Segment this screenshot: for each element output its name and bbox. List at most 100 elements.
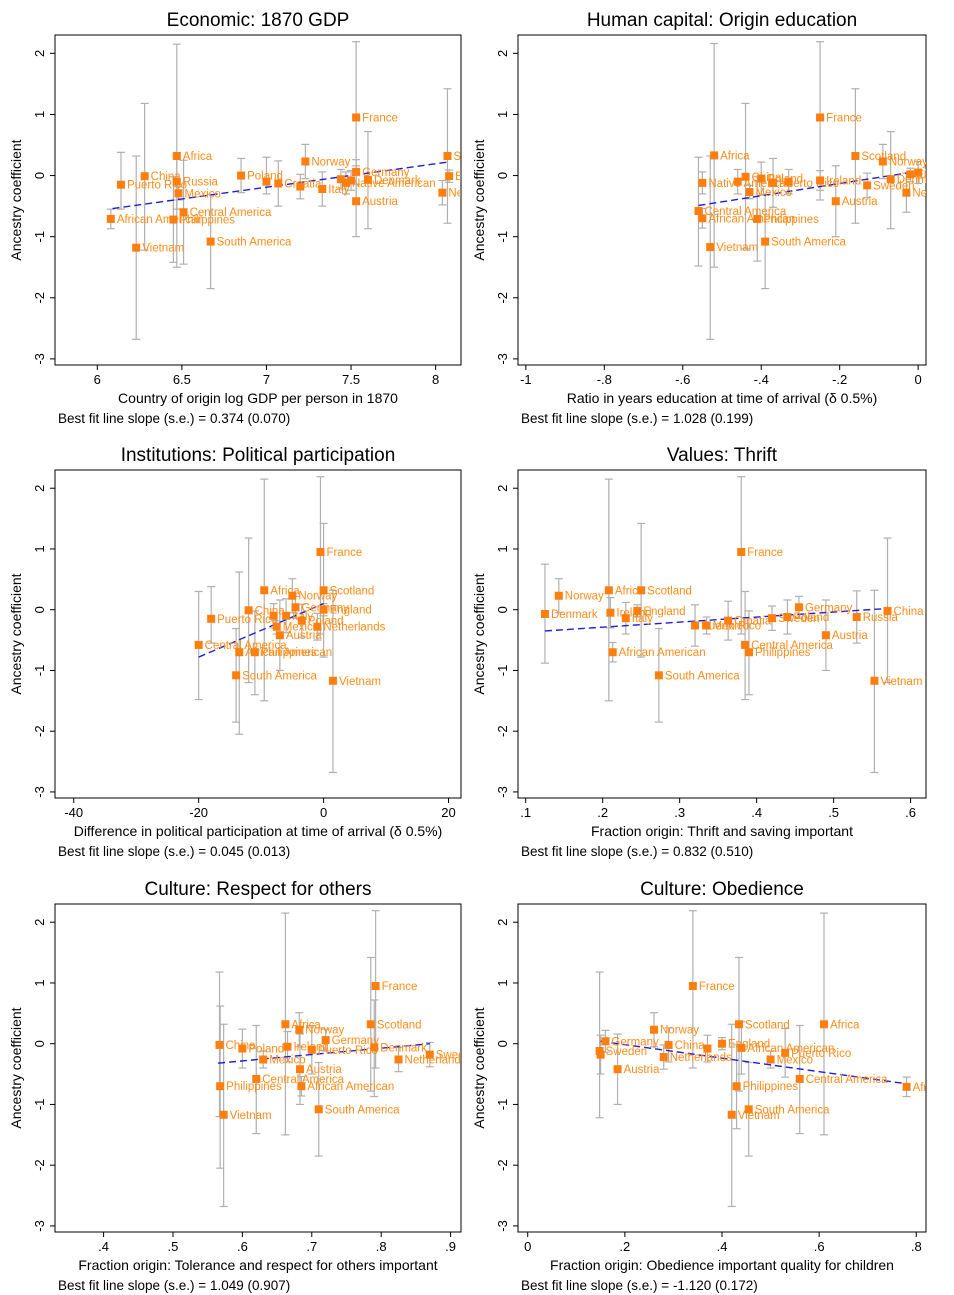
- y-tick-label: 2: [32, 50, 47, 57]
- plot-frame: [54, 903, 462, 1233]
- plot-frame: [517, 903, 927, 1233]
- x-axis-label: Fraction origin: Tolerance and respect f…: [78, 1257, 437, 1273]
- panel-6: Culture: Obedience Ancestry coefficient -3…: [471, 879, 927, 1293]
- point-label: Denmark: [380, 1042, 427, 1054]
- data-point: [438, 188, 447, 197]
- data-point: [633, 606, 642, 615]
- data-point: [194, 640, 203, 649]
- x-tick-label: 20: [441, 805, 455, 820]
- point-label: South America: [771, 237, 846, 249]
- point-label: Russia: [863, 612, 899, 624]
- y-tick-label: 2: [495, 485, 510, 492]
- data-point: [260, 586, 269, 595]
- y-tick-label: 0: [32, 172, 47, 179]
- point-label: Germany: [805, 602, 853, 614]
- point-label: Poland: [247, 171, 283, 183]
- data-point: [744, 1105, 753, 1114]
- point-label: Philippines: [226, 1081, 282, 1093]
- slope-note: Best fit line slope (s.e.) = -1.120 (0.1…: [521, 1278, 758, 1293]
- x-tick-label: 7: [263, 372, 270, 387]
- y-tick-label: -3: [32, 353, 47, 365]
- data-layer: Central America Puerto Rico South America A…: [194, 476, 386, 774]
- y-tick-label: -2: [495, 292, 510, 304]
- data-point: [733, 177, 742, 186]
- data-point: [313, 622, 322, 631]
- x-tick-label: .6: [814, 1239, 825, 1254]
- data-point: [718, 1039, 726, 1048]
- point-label: Central America: [751, 640, 833, 652]
- data-point: [237, 171, 246, 180]
- point-label: China: [675, 1040, 706, 1052]
- best-fit-line: [544, 607, 888, 632]
- point-label: South America: [755, 1104, 830, 1116]
- data-point: [650, 1025, 658, 1034]
- y-tick-label: 1: [32, 111, 47, 118]
- panel-5: Culture: Respect for others Ancestry coef…: [8, 879, 462, 1293]
- point-label: England: [330, 605, 372, 617]
- data-point: [601, 1037, 610, 1046]
- point-label: Norway: [311, 157, 350, 169]
- data-point: [768, 614, 777, 623]
- best-fit-line: [600, 1040, 907, 1085]
- point-label: France: [326, 547, 362, 559]
- data-point: [174, 189, 183, 198]
- panel-2: Human capital: Origin education Ancestry …: [471, 10, 927, 426]
- data-point: [691, 621, 700, 630]
- point-label: African American: [747, 1043, 834, 1055]
- data-point: [235, 648, 244, 657]
- data-point: [259, 1055, 268, 1064]
- data-point: [902, 188, 911, 197]
- y-tick-label: 0: [495, 606, 510, 613]
- data-point: [637, 586, 646, 595]
- point-label: Central America: [704, 206, 786, 218]
- data-point: [863, 181, 872, 190]
- data-point: [769, 178, 777, 187]
- data-point: [352, 167, 361, 176]
- x-tick-label: .6: [905, 805, 916, 820]
- point-label: France: [699, 981, 735, 993]
- data-point: [172, 177, 181, 186]
- data-point: [272, 622, 281, 631]
- point-label: Norway: [305, 1025, 344, 1037]
- panel-title: Human capital: Origin education: [587, 10, 857, 31]
- data-point: [741, 172, 750, 181]
- data-point: [914, 168, 923, 177]
- point-label: Puerto Rico: [217, 614, 277, 626]
- y-tick-label: 1: [32, 979, 47, 986]
- data-point: [878, 157, 887, 166]
- x-tick-label: 0: [320, 805, 327, 820]
- y-tick-label: 0: [32, 606, 47, 613]
- point-label: Mexico: [777, 1054, 813, 1066]
- data-point: [702, 621, 711, 630]
- data-point: [902, 1082, 911, 1091]
- data-point: [703, 1044, 712, 1053]
- data-point: [321, 1036, 330, 1045]
- y-tick-label: -1: [32, 1099, 47, 1111]
- data-point: [906, 170, 915, 179]
- slope-note: Best fit line slope (s.e.) = 1.049 (0.90…: [58, 1278, 290, 1293]
- data-point: [606, 608, 615, 617]
- data-point: [269, 611, 278, 620]
- point-label: Italy: [328, 184, 349, 196]
- data-point: [761, 237, 770, 246]
- y-tick-label: -3: [32, 786, 47, 798]
- y-axis-label: Ancestry coefficient: [8, 1007, 24, 1128]
- point-label: Denmark: [374, 175, 421, 187]
- data-point: [596, 1050, 605, 1059]
- data-point: [328, 676, 337, 685]
- x-tick-label: -.4: [754, 372, 769, 387]
- point-label: Vietnam: [339, 676, 381, 688]
- slope-note: Best fit line slope (s.e.) = 0.374 (0.07…: [58, 411, 290, 426]
- data-point: [816, 113, 825, 122]
- data-point: [179, 208, 188, 217]
- data-point: [288, 591, 297, 600]
- y-tick-label: 1: [495, 111, 510, 118]
- y-tick-label: 0: [32, 1040, 47, 1047]
- y-tick-label: 1: [495, 545, 510, 552]
- point-label: Scotland: [647, 585, 692, 597]
- data-point: [172, 152, 181, 160]
- data-point: [781, 1048, 790, 1057]
- point-label: Puerto Rico: [127, 180, 187, 192]
- x-tick-label: 8: [432, 372, 439, 387]
